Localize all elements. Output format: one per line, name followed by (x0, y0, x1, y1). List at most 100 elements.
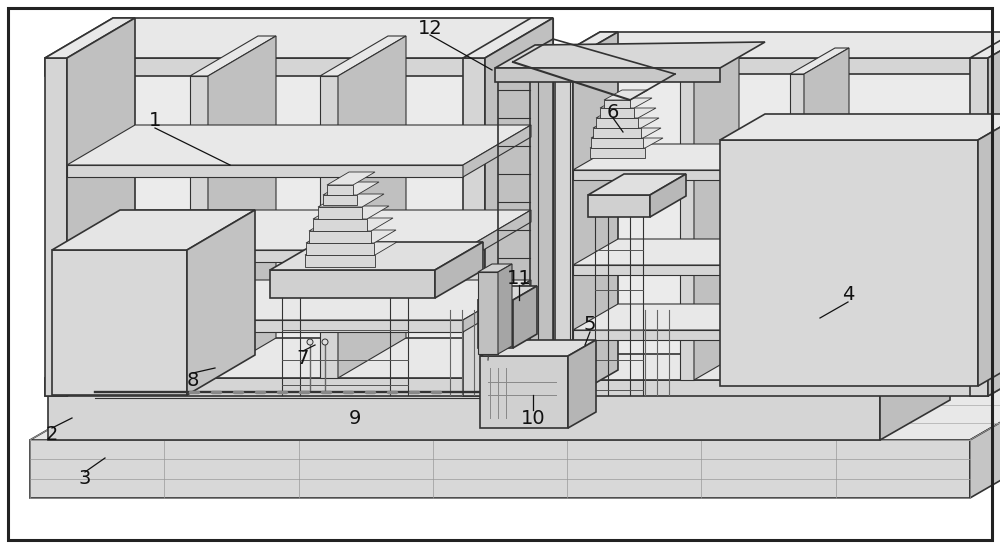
Polygon shape (588, 174, 686, 195)
Polygon shape (498, 264, 512, 354)
Polygon shape (480, 340, 596, 356)
Polygon shape (478, 300, 513, 348)
Polygon shape (573, 330, 970, 340)
Polygon shape (52, 210, 255, 250)
Polygon shape (318, 194, 384, 207)
Polygon shape (45, 58, 67, 396)
Polygon shape (573, 144, 1000, 170)
Polygon shape (970, 32, 1000, 58)
Polygon shape (593, 118, 659, 128)
Polygon shape (485, 18, 553, 76)
Polygon shape (323, 182, 379, 195)
Polygon shape (463, 210, 531, 262)
Polygon shape (463, 280, 531, 332)
Polygon shape (555, 32, 1000, 58)
Polygon shape (590, 148, 645, 158)
Polygon shape (555, 380, 988, 396)
Polygon shape (790, 48, 849, 74)
Polygon shape (591, 138, 643, 148)
Polygon shape (208, 36, 276, 378)
Text: 1: 1 (149, 111, 161, 129)
Polygon shape (590, 138, 663, 148)
Polygon shape (720, 140, 978, 386)
Polygon shape (480, 356, 568, 428)
Polygon shape (327, 172, 375, 185)
Polygon shape (988, 354, 1000, 396)
Polygon shape (190, 36, 276, 76)
Polygon shape (573, 265, 970, 275)
Text: 4: 4 (842, 286, 854, 305)
Polygon shape (978, 114, 1000, 386)
Text: 6: 6 (607, 102, 619, 122)
Circle shape (322, 339, 328, 345)
Polygon shape (485, 18, 553, 396)
Circle shape (307, 339, 313, 345)
Polygon shape (305, 255, 375, 267)
Polygon shape (478, 272, 498, 354)
Polygon shape (600, 32, 1000, 370)
Polygon shape (309, 231, 371, 243)
Text: 7: 7 (297, 349, 309, 368)
Polygon shape (596, 108, 656, 118)
Text: 2: 2 (46, 425, 58, 444)
Polygon shape (45, 338, 553, 378)
Text: 11: 11 (507, 269, 531, 288)
Polygon shape (67, 165, 463, 177)
Text: 3: 3 (79, 469, 91, 488)
Polygon shape (573, 304, 1000, 330)
Polygon shape (593, 128, 641, 138)
Polygon shape (67, 125, 531, 165)
Polygon shape (478, 286, 537, 300)
Polygon shape (270, 270, 435, 298)
Polygon shape (680, 48, 739, 74)
Polygon shape (596, 118, 638, 128)
Polygon shape (720, 114, 1000, 140)
Polygon shape (790, 74, 804, 380)
Polygon shape (650, 174, 686, 217)
Polygon shape (45, 58, 485, 76)
Polygon shape (45, 18, 553, 58)
Polygon shape (600, 108, 634, 118)
Polygon shape (970, 144, 1000, 180)
Text: 9: 9 (349, 408, 361, 427)
Polygon shape (970, 58, 988, 396)
Polygon shape (187, 210, 255, 395)
Polygon shape (880, 355, 950, 440)
Polygon shape (604, 100, 630, 108)
Polygon shape (45, 18, 135, 58)
Polygon shape (573, 239, 1000, 265)
Polygon shape (478, 264, 512, 272)
Polygon shape (568, 340, 596, 428)
Polygon shape (318, 207, 362, 219)
Polygon shape (604, 90, 648, 100)
Polygon shape (52, 250, 187, 395)
Polygon shape (313, 219, 367, 231)
Polygon shape (67, 320, 463, 332)
Polygon shape (67, 250, 463, 262)
Polygon shape (573, 170, 970, 180)
Polygon shape (588, 195, 650, 217)
Polygon shape (970, 239, 1000, 275)
Polygon shape (320, 76, 338, 378)
Polygon shape (513, 286, 537, 348)
Polygon shape (988, 32, 1000, 396)
Polygon shape (694, 48, 739, 380)
Polygon shape (309, 218, 393, 231)
Polygon shape (48, 355, 950, 395)
Polygon shape (113, 18, 553, 356)
Polygon shape (555, 58, 573, 396)
Text: 10: 10 (521, 408, 545, 427)
Polygon shape (48, 395, 880, 440)
Polygon shape (338, 36, 406, 378)
Polygon shape (591, 128, 661, 138)
Polygon shape (463, 18, 553, 58)
Polygon shape (190, 76, 208, 378)
Polygon shape (600, 98, 652, 108)
Text: 5: 5 (584, 316, 596, 334)
Polygon shape (555, 32, 618, 58)
Polygon shape (67, 18, 135, 396)
Polygon shape (555, 354, 1000, 380)
Polygon shape (485, 338, 553, 396)
Polygon shape (270, 242, 483, 270)
Polygon shape (970, 304, 1000, 340)
